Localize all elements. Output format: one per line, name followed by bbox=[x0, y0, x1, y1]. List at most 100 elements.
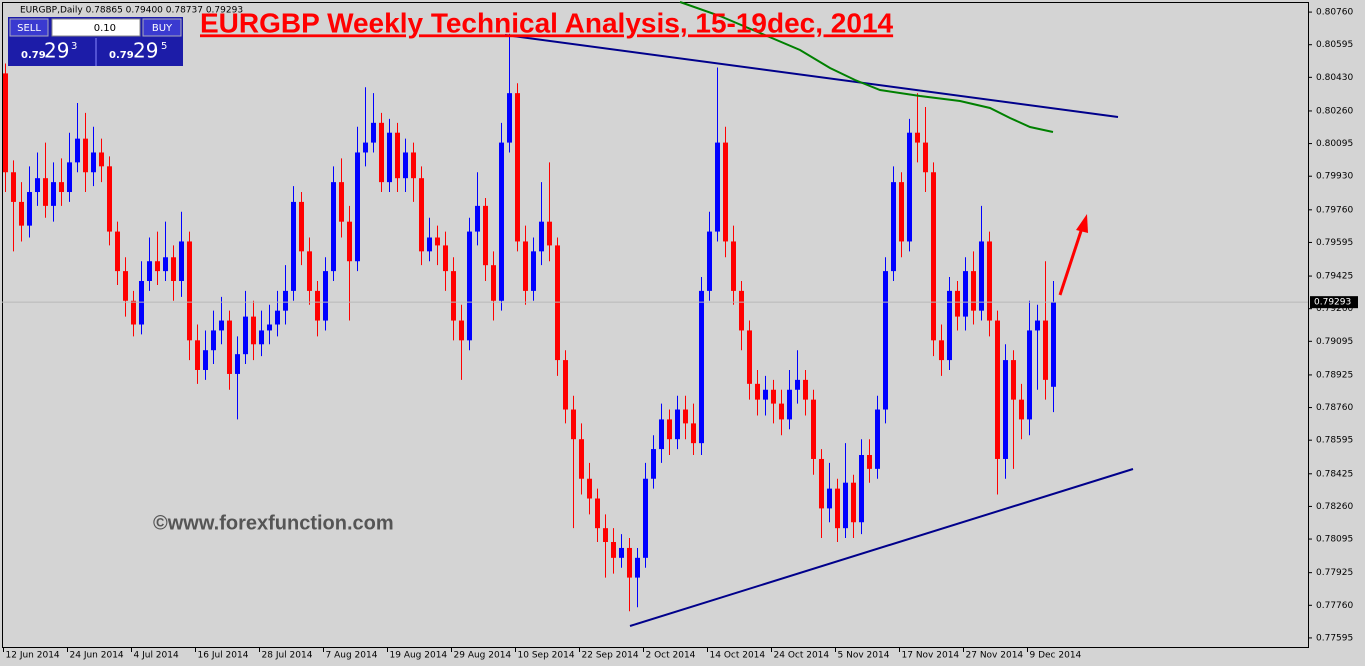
candle-body bbox=[1011, 360, 1016, 400]
candle-body bbox=[923, 142, 928, 173]
y-tick-label: 0.80760 bbox=[1316, 8, 1353, 18]
candle-body bbox=[67, 162, 72, 193]
candle-body bbox=[635, 557, 640, 578]
candle-body bbox=[699, 290, 704, 444]
candle-body bbox=[611, 542, 616, 558]
plot-frame bbox=[2, 2, 1309, 648]
candle-body bbox=[963, 271, 968, 317]
x-tick-label: 28 Jul 2014 bbox=[262, 651, 313, 661]
candle-body bbox=[387, 132, 392, 183]
candle-body bbox=[443, 245, 448, 272]
current-price-label: 0.79293 bbox=[1314, 298, 1351, 308]
candle-body bbox=[171, 257, 176, 282]
sell-button[interactable] bbox=[9, 18, 49, 37]
candle-body bbox=[115, 231, 120, 272]
candle-body bbox=[83, 138, 88, 173]
buy-button[interactable] bbox=[142, 18, 182, 37]
candle-body bbox=[75, 138, 80, 163]
y-tick-label: 0.77925 bbox=[1316, 568, 1353, 578]
y-tick-label: 0.78260 bbox=[1316, 502, 1353, 512]
candle-body bbox=[779, 403, 784, 420]
candle-body bbox=[843, 482, 848, 529]
candle-body bbox=[755, 383, 760, 400]
candle-body bbox=[483, 205, 488, 266]
y-tick-label: 0.79425 bbox=[1316, 272, 1353, 282]
candle-body bbox=[579, 439, 584, 479]
candle-body bbox=[347, 221, 352, 262]
candle-body bbox=[315, 290, 320, 321]
candle-body bbox=[275, 310, 280, 325]
x-tick-label: 29 Aug 2014 bbox=[454, 651, 512, 661]
x-tick-label: 9 Dec 2014 bbox=[1030, 651, 1082, 661]
candle-body bbox=[299, 201, 304, 252]
candle-body bbox=[835, 488, 840, 529]
candle-body bbox=[643, 478, 648, 558]
y-tick-label: 0.78925 bbox=[1316, 370, 1353, 380]
candle-body bbox=[427, 237, 432, 252]
buy-label: BUY bbox=[152, 23, 173, 34]
candle-body bbox=[907, 132, 912, 242]
candle-body bbox=[971, 271, 976, 311]
candle-body bbox=[867, 455, 872, 469]
candle-body bbox=[1003, 360, 1008, 459]
candle-body bbox=[291, 201, 296, 291]
candle-body bbox=[571, 409, 576, 440]
candle-body bbox=[19, 201, 24, 226]
candle-body bbox=[219, 320, 224, 331]
candle-body bbox=[267, 324, 272, 331]
y-tick-label: 0.78595 bbox=[1316, 436, 1353, 446]
x-tick-label: 4 Jul 2014 bbox=[134, 651, 179, 661]
sell-frac: 3 bbox=[71, 41, 77, 52]
sell-pips: 29 bbox=[44, 39, 69, 63]
candle-body bbox=[899, 182, 904, 242]
x-tick-label: 19 Aug 2014 bbox=[390, 651, 448, 661]
x-tick-label: 27 Nov 2014 bbox=[966, 651, 1024, 661]
candle-body bbox=[363, 142, 368, 153]
candle-body bbox=[251, 316, 256, 345]
candle-body bbox=[379, 122, 384, 183]
resistance-line bbox=[504, 34, 1119, 118]
y-tick-label: 0.79095 bbox=[1316, 337, 1353, 347]
candle-body bbox=[603, 528, 608, 543]
candle-body bbox=[35, 178, 40, 193]
candle-body bbox=[939, 340, 944, 361]
candle-body bbox=[595, 498, 600, 529]
y-tick-label: 0.79595 bbox=[1316, 238, 1353, 248]
candle-body bbox=[731, 241, 736, 291]
candle-body bbox=[155, 261, 160, 272]
candle-body bbox=[563, 360, 568, 410]
candle-body bbox=[739, 290, 744, 331]
candle-body bbox=[787, 389, 792, 420]
x-tick-label: 2 Oct 2014 bbox=[646, 651, 696, 661]
candle-body bbox=[979, 241, 984, 311]
candle-body bbox=[883, 271, 888, 410]
candle-body bbox=[531, 251, 536, 291]
candle-body bbox=[875, 409, 880, 469]
x-tick-label: 16 Jul 2014 bbox=[198, 651, 249, 661]
candle-body bbox=[211, 330, 216, 351]
candle-body bbox=[51, 182, 56, 206]
candle-body bbox=[859, 455, 864, 523]
candle-body bbox=[307, 251, 312, 291]
candle-body bbox=[227, 320, 232, 374]
candle-body bbox=[203, 350, 208, 370]
y-tick-label: 0.80430 bbox=[1316, 73, 1353, 83]
lot-field[interactable] bbox=[51, 18, 141, 37]
candle-body bbox=[723, 142, 728, 242]
candle-body bbox=[659, 419, 664, 450]
candle-body bbox=[491, 265, 496, 301]
candle-body bbox=[331, 182, 336, 272]
candle-body bbox=[707, 231, 712, 291]
y-tick-label: 0.77760 bbox=[1316, 601, 1353, 611]
candle-body bbox=[931, 172, 936, 341]
candle-body bbox=[499, 142, 504, 301]
y-tick-label: 0.80095 bbox=[1316, 139, 1353, 149]
candle-body bbox=[27, 192, 32, 226]
candle-body bbox=[539, 221, 544, 252]
candle-body bbox=[667, 419, 672, 440]
candle-body bbox=[147, 261, 152, 282]
candle-body bbox=[323, 271, 328, 321]
y-tick-label: 0.79260 bbox=[1316, 304, 1353, 314]
